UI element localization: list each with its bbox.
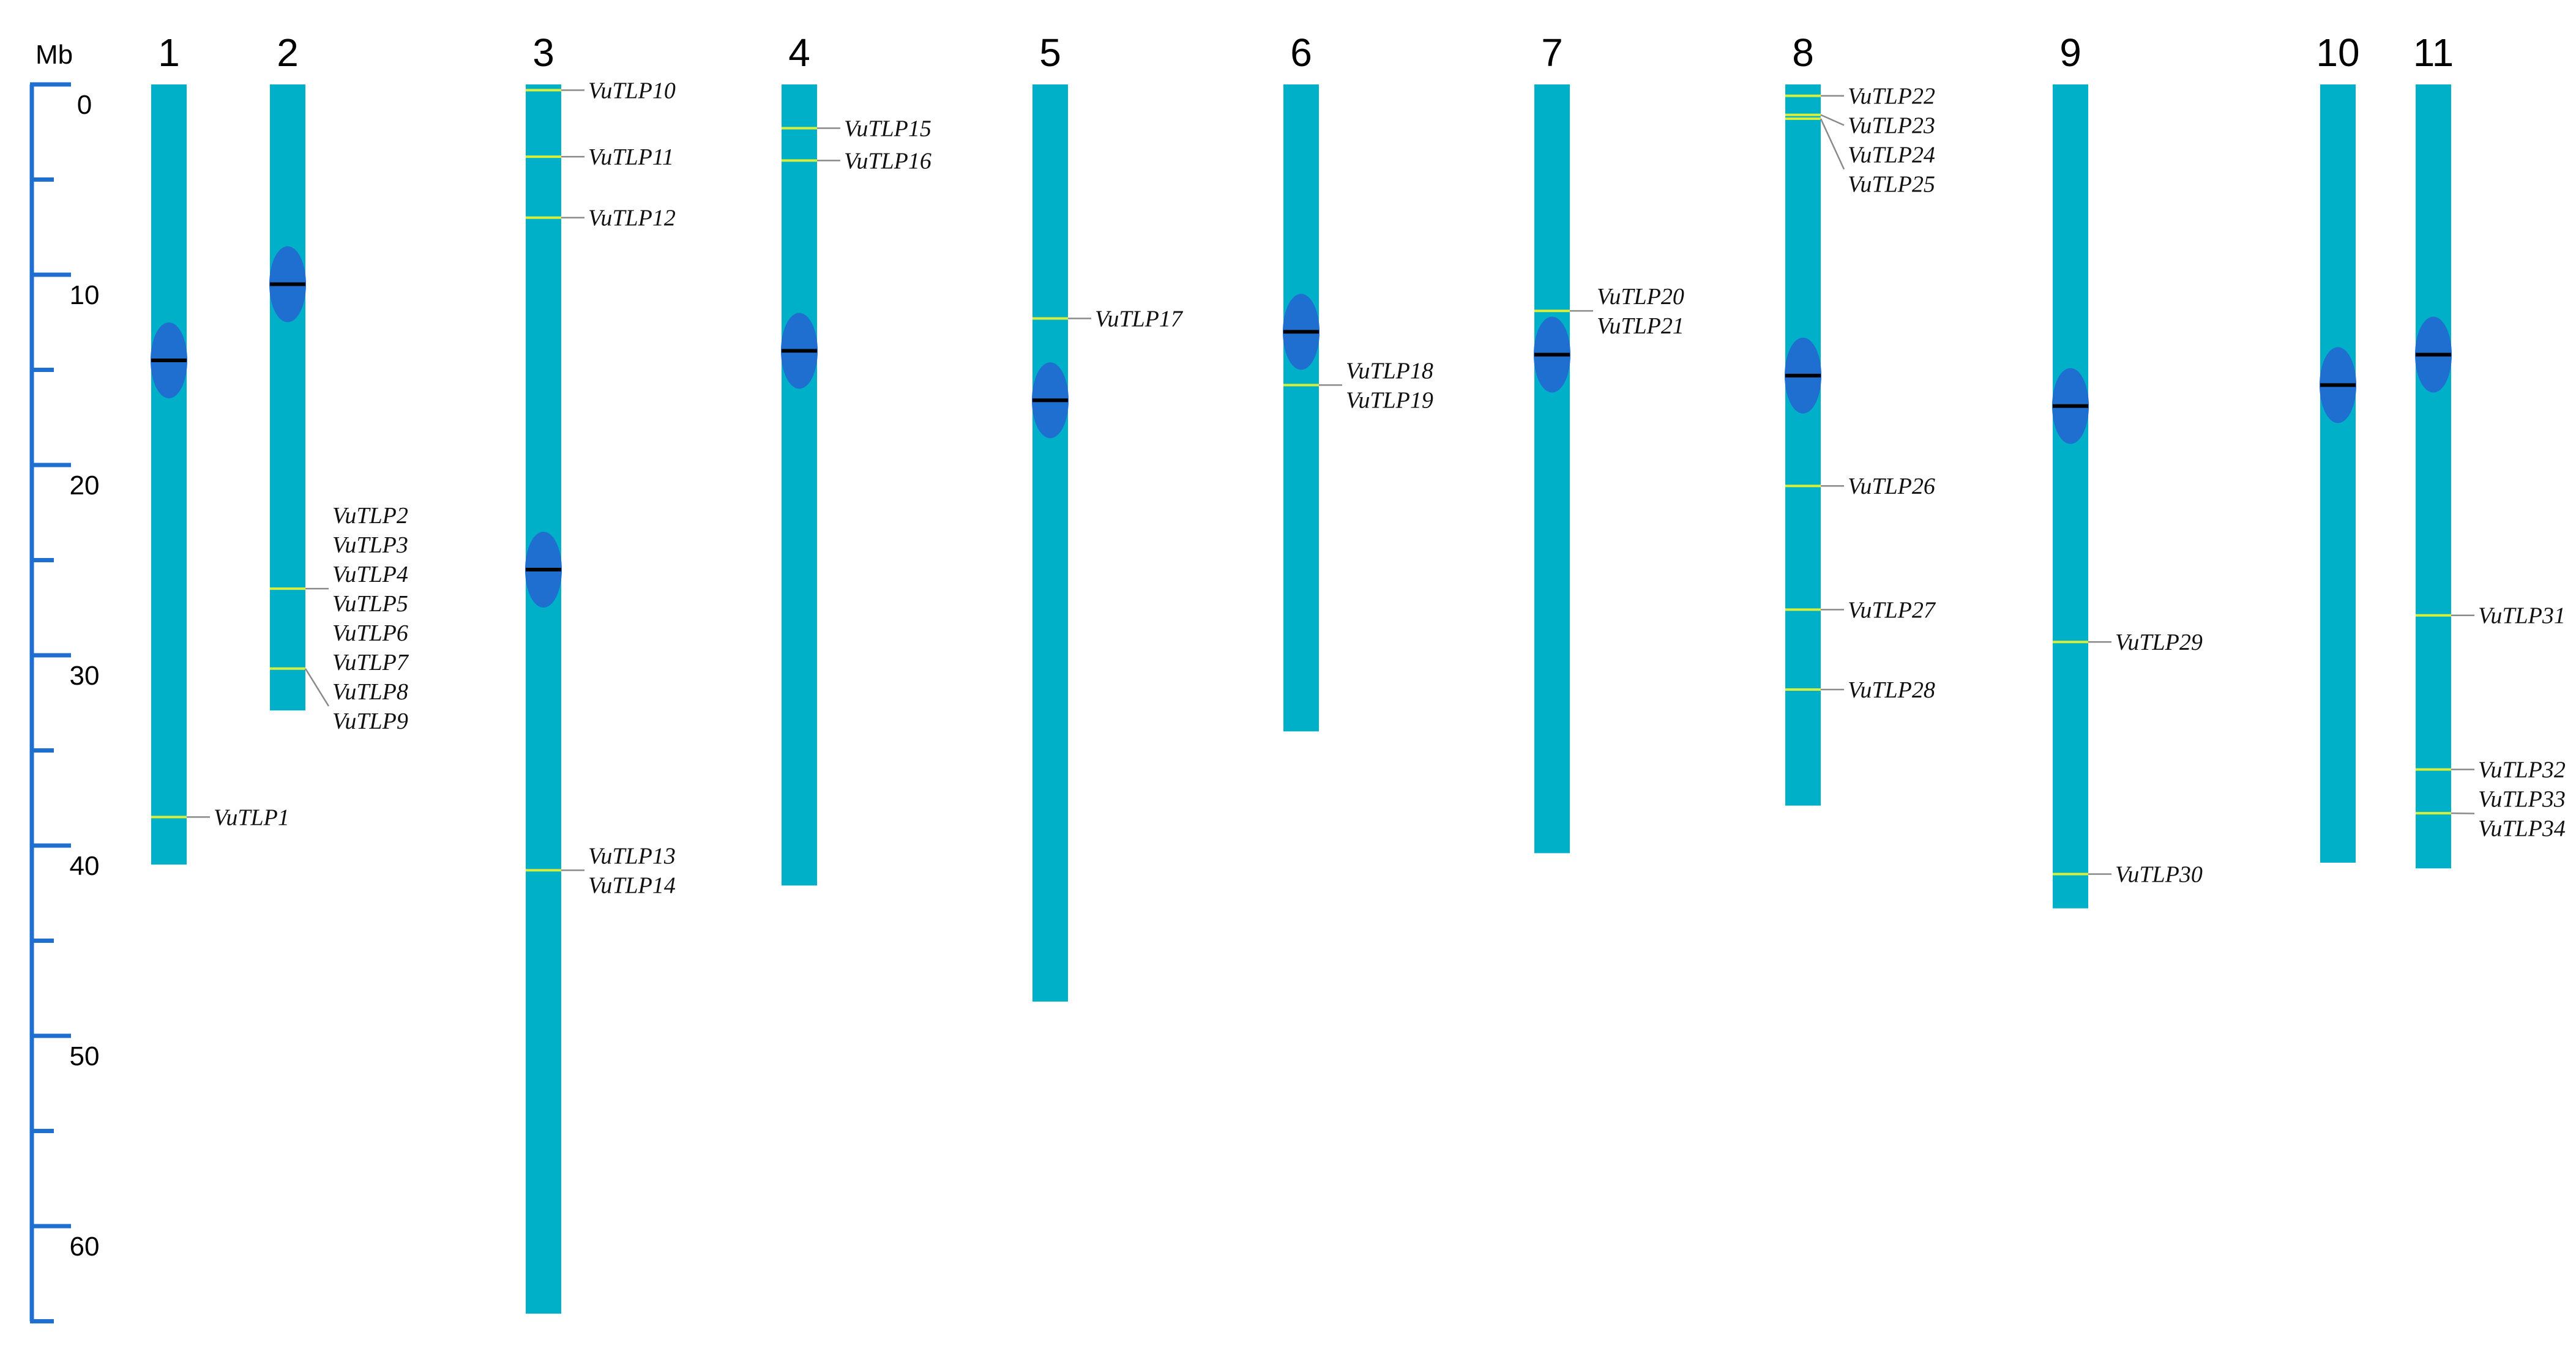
chromosome-4 xyxy=(782,84,817,885)
chromosome-label-5: 5 xyxy=(1039,31,1061,75)
gene-label-VuTLP4: VuTLP4 xyxy=(332,562,408,587)
chromosome-label-9: 9 xyxy=(2059,31,2081,75)
scale-tick-label: 10 xyxy=(70,280,100,310)
gene-label-VuTLP12: VuTLP12 xyxy=(588,206,676,231)
chromosome-label-7: 7 xyxy=(1541,31,1563,75)
scale-tick-label: 20 xyxy=(70,471,100,500)
gene-label-VuTLP5: VuTLP5 xyxy=(332,591,408,617)
chromosome-label-11: 11 xyxy=(2413,31,2454,75)
gene-label-VuTLP6: VuTLP6 xyxy=(332,620,408,646)
scale-tick-label: 40 xyxy=(70,851,100,881)
chromosome-label-1: 1 xyxy=(158,31,180,75)
chromosome-8 xyxy=(1785,84,1821,806)
gene-label-VuTLP34: VuTLP34 xyxy=(2478,816,2566,842)
gene-label-VuTLP16: VuTLP16 xyxy=(844,148,931,174)
gene-label-VuTLP29: VuTLP29 xyxy=(2115,630,2203,655)
gene-label-VuTLP28: VuTLP28 xyxy=(1848,677,1935,703)
gene-label-VuTLP27: VuTLP27 xyxy=(1848,597,1936,623)
gene-label-VuTLP31: VuTLP31 xyxy=(2478,603,2566,629)
scale-unit-label: Mb xyxy=(35,40,73,70)
gene-leader-line xyxy=(1821,119,1844,169)
chromosome-label-6: 6 xyxy=(1290,31,1312,75)
chromosome-10 xyxy=(2320,84,2356,863)
gene-label-VuTLP3: VuTLP3 xyxy=(332,532,408,558)
chromosome-7 xyxy=(1534,84,1570,853)
chromosome-9 xyxy=(2053,84,2088,909)
gene-label-VuTLP11: VuTLP11 xyxy=(588,144,674,170)
gene-label-VuTLP21: VuTLP21 xyxy=(1597,313,1684,339)
chromosome-label-10: 10 xyxy=(2316,31,2359,75)
gene-label-VuTLP24: VuTLP24 xyxy=(1848,143,1935,168)
chromosome-1 xyxy=(151,84,187,865)
chromosome-5 xyxy=(1032,84,1068,1002)
chromosome-label-2: 2 xyxy=(277,31,299,75)
gene-label-VuTLP30: VuTLP30 xyxy=(2115,862,2203,888)
gene-label-VuTLP32: VuTLP32 xyxy=(2478,757,2566,783)
gene-leader-line xyxy=(1821,115,1844,125)
gene-label-VuTLP7: VuTLP7 xyxy=(332,650,409,675)
chromosome-3 xyxy=(526,84,561,1314)
chromosome-11 xyxy=(2416,84,2451,868)
gene-label-VuTLP17: VuTLP17 xyxy=(1095,307,1184,332)
gene-label-VuTLP25: VuTLP25 xyxy=(1848,172,1935,198)
scale-tick-label: 50 xyxy=(70,1041,100,1071)
scale-tick-label: 0 xyxy=(77,90,92,120)
gene-label-VuTLP1: VuTLP1 xyxy=(214,805,289,830)
gene-label-VuTLP19: VuTLP19 xyxy=(1346,387,1433,413)
gene-label-VuTLP18: VuTLP18 xyxy=(1346,358,1433,384)
scale-tick-label: 60 xyxy=(70,1232,100,1262)
scale-tick-label: 30 xyxy=(70,661,100,691)
gene-label-VuTLP10: VuTLP10 xyxy=(588,78,676,103)
gene-label-VuTLP8: VuTLP8 xyxy=(332,679,408,705)
gene-label-VuTLP22: VuTLP22 xyxy=(1848,84,1935,110)
gene-label-VuTLP13: VuTLP13 xyxy=(588,843,676,869)
gene-label-VuTLP20: VuTLP20 xyxy=(1597,284,1684,310)
chromosome-label-3: 3 xyxy=(532,31,554,75)
gene-label-VuTLP33: VuTLP33 xyxy=(2478,787,2566,813)
gene-label-VuTLP9: VuTLP9 xyxy=(332,709,408,734)
gene-label-VuTLP26: VuTLP26 xyxy=(1848,474,1935,499)
chromosome-6 xyxy=(1283,84,1319,731)
chromosome-label-8: 8 xyxy=(1792,31,1814,75)
gene-label-VuTLP2: VuTLP2 xyxy=(332,503,408,529)
gene-label-VuTLP15: VuTLP15 xyxy=(844,116,931,142)
gene-leader-line xyxy=(305,669,329,706)
gene-label-VuTLP23: VuTLP23 xyxy=(1848,113,1935,139)
gene-label-VuTLP14: VuTLP14 xyxy=(588,872,676,898)
chromosome-label-4: 4 xyxy=(788,31,810,75)
chromosome-2 xyxy=(270,84,305,710)
